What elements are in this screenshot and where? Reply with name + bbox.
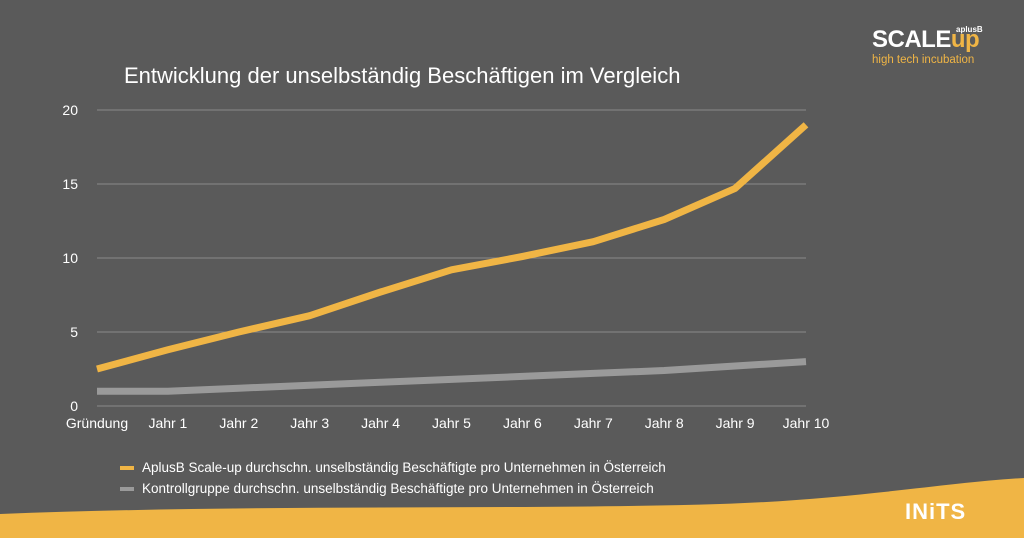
footer-wave <box>0 478 1024 538</box>
y-tick-label: 15 <box>62 176 78 192</box>
chart-title: Entwicklung der unselbständig Beschäftig… <box>124 63 681 88</box>
series-line-aplusb <box>96 122 809 373</box>
scaleup-logo-small: aplusB <box>956 25 983 34</box>
x-tick-label: Jahr 6 <box>503 415 542 431</box>
x-tick-label: Jahr 2 <box>219 415 258 431</box>
legend-swatch-aplusb <box>120 466 134 470</box>
legend-label-aplusb: AplusB Scale-up durchschn. unselbständig… <box>142 460 666 475</box>
x-tick-label: Jahr 9 <box>716 415 755 431</box>
y-tick-label: 20 <box>62 102 78 118</box>
scaleup-logo-up: up <box>950 26 980 53</box>
series-line-kontrollgruppe <box>97 358 807 395</box>
x-tick-label: Jahr 4 <box>361 415 400 431</box>
scaleup-logo: SCALEup aplusB high tech incubation <box>872 26 994 70</box>
x-tick-label: Jahr 1 <box>148 415 187 431</box>
y-tick-label: 10 <box>62 250 78 266</box>
x-tick-label: Gründung <box>66 415 128 431</box>
x-tick-label: Jahr 3 <box>290 415 329 431</box>
y-tick-label: 0 <box>70 398 78 414</box>
series-lines <box>96 122 809 395</box>
scaleup-logo-scale: SCALE <box>872 26 951 53</box>
y-axis-ticks: 0 5 10 15 20 <box>62 102 78 414</box>
x-tick-label: Jahr 8 <box>645 415 684 431</box>
y-tick-label: 5 <box>70 324 78 340</box>
x-tick-label: Jahr 5 <box>432 415 471 431</box>
x-tick-label: Jahr 7 <box>574 415 613 431</box>
x-tick-label: Jahr 10 <box>783 415 830 431</box>
legend-label-kontrollgruppe: Kontrollgruppe durchschn. unselbständig … <box>142 481 654 496</box>
scaleup-logo-word: SCALEup <box>872 26 980 54</box>
gridlines <box>97 109 806 407</box>
x-axis-ticks: Gründung Jahr 1 Jahr 2 Jahr 3 Jahr 4 Jahr 5 Ja… <box>66 415 830 431</box>
scaleup-tagline: high tech incubation <box>872 54 975 66</box>
inits-logo: INiTS <box>905 499 967 524</box>
legend-swatch-kontrollgruppe <box>120 487 134 491</box>
